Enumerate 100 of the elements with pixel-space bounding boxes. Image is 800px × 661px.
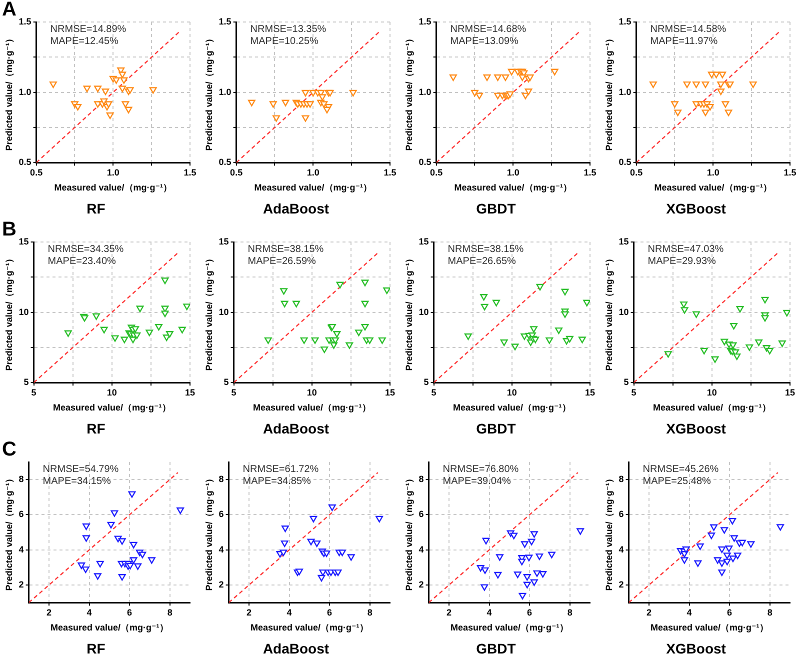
x-tick-label: 0.5 <box>630 167 643 178</box>
y-tick-label: 8 <box>218 474 224 484</box>
y-tick-label: 2 <box>418 580 424 590</box>
y-tick-label: 4 <box>218 544 224 554</box>
x-tick-label: 2 <box>46 607 52 618</box>
x-tick-label: 8 <box>767 607 772 618</box>
x-tick-label: 15 <box>384 387 396 398</box>
y-tick-label: 10 <box>218 306 229 317</box>
x-tick-label: 10 <box>106 387 117 398</box>
y-axis-title: Predicted value/（mg·g⁻¹） <box>404 34 414 151</box>
annotation: NRMSE=54.79% <box>42 464 119 475</box>
x-tick-label: 8 <box>167 607 172 618</box>
x-axis-title: Measured value/（mg·g⁻¹） <box>653 402 771 412</box>
y-tick-label: 0.5 <box>618 157 632 168</box>
x-axis-title: Measured value/（mg·g⁻¹） <box>454 182 572 192</box>
y-tick-label: 5 <box>424 377 429 388</box>
x-tick-label: 2 <box>246 607 252 618</box>
annotation: MAPE=12.45% <box>50 36 119 47</box>
x-tick-label: 1.5 <box>184 167 196 178</box>
y-tick-label: 6 <box>218 509 224 520</box>
text: AdaBoost <box>262 420 330 436</box>
y-tick-label: 1.5 <box>618 16 632 26</box>
x-axis-title: Measured value/（mg·g⁻¹） <box>254 182 372 192</box>
y-tick-label: 2 <box>618 580 624 590</box>
y-axis-title: Predicted value/（mg·g⁻¹） <box>4 254 14 371</box>
y-tick-label: 5 <box>224 377 229 388</box>
y-tick-label: 0.5 <box>218 157 232 168</box>
x-tick-label: 1.5 <box>784 167 796 178</box>
x-tick-label: 0.5 <box>30 167 43 178</box>
x-axis-title: Measured value/（mg·g⁻¹） <box>54 182 172 192</box>
text: AdaBoost <box>262 640 330 656</box>
y-axis-title: Predicted value/（mg·g⁻¹） <box>604 254 614 371</box>
annotation: NRMSE=47.03% <box>648 244 724 255</box>
x-tick-label: 1.0 <box>506 167 520 178</box>
annotation: MAPE=34.85% <box>242 476 312 487</box>
text: GBDT <box>476 640 516 656</box>
x-axis-title: Measured value/（mg·g⁻¹） <box>450 622 568 632</box>
y-tick-label: 8 <box>618 474 624 484</box>
y-tick-label: 6 <box>418 509 424 520</box>
x-tick-label: 1.5 <box>584 167 596 178</box>
y-tick-label: 1.0 <box>418 86 432 97</box>
y-axis-title: Predicted value/（mg·g⁻¹） <box>604 34 614 151</box>
y-tick-label: 2 <box>18 580 24 590</box>
text: AdaBoost <box>262 200 330 216</box>
x-tick-label: 10 <box>306 387 317 398</box>
annotation: NRMSE=38.15% <box>248 244 324 255</box>
y-axis-title: Predicted value/（mg·g⁻¹） <box>4 34 14 151</box>
x-tick-label: 2 <box>646 607 652 618</box>
annotation: MAPE=34.15% <box>42 476 112 487</box>
x-tick-label: 8 <box>367 607 372 618</box>
x-tick-label: 1.0 <box>706 167 720 178</box>
x-tick-label: 6 <box>527 607 532 618</box>
y-tick-label: 2 <box>218 580 224 590</box>
annotation: NRMSE=61.72% <box>242 464 319 475</box>
x-tick-label: 4 <box>286 607 292 618</box>
x-tick-label: 10 <box>506 387 517 398</box>
y-tick-label: 15 <box>218 236 229 246</box>
text: GBDT <box>476 420 516 436</box>
y-axis-title: Predicted value/（mg·g⁻¹） <box>4 474 14 591</box>
x-axis-title: Measured value/（mg·g⁻¹） <box>650 622 768 632</box>
y-tick-label: 6 <box>618 509 624 520</box>
y-tick-label: 1.0 <box>218 86 232 97</box>
x-tick-label: 0.5 <box>430 167 443 178</box>
y-axis-title: Predicted value/（mg·g⁻¹） <box>404 254 414 371</box>
annotation: NRMSE=13.35% <box>250 24 326 35</box>
y-axis-title: Predicted value/（mg·g⁻¹） <box>204 34 214 151</box>
y-tick-label: 1.0 <box>618 86 632 97</box>
y-tick-label: 15 <box>418 236 429 246</box>
annotation: NRMSE=76.80% <box>442 464 519 475</box>
y-axis-title: Predicted value/（mg·g⁻¹） <box>404 474 414 591</box>
annotation: MAPE=13.09% <box>450 36 519 47</box>
annotation: NRMSE=14.58% <box>650 24 726 35</box>
annotation: NRMSE=34.35% <box>48 244 124 255</box>
x-tick-label: 2 <box>446 607 452 618</box>
y-axis-title: Predicted value/（mg·g⁻¹） <box>604 474 614 591</box>
x-tick-label: 1.0 <box>306 167 320 178</box>
y-tick-label: 8 <box>418 474 424 484</box>
y-tick-label: 1.5 <box>18 16 32 26</box>
annotation: NRMSE=14.68% <box>450 24 526 35</box>
annotation: MAPE=26.65% <box>448 256 516 267</box>
x-tick-label: 4 <box>686 607 692 618</box>
y-tick-label: 5 <box>624 377 629 388</box>
y-tick-label: 0.5 <box>18 157 32 168</box>
x-tick-label: 6 <box>327 607 332 618</box>
y-tick-label: 15 <box>618 236 629 246</box>
x-axis-title: Measured value/（mg·g⁻¹） <box>53 402 171 412</box>
x-tick-label: 6 <box>127 607 132 618</box>
annotation: MAPE=25.48% <box>642 476 712 487</box>
text: XGBoost <box>666 200 726 216</box>
chart-subtitle: A <box>2 0 16 21</box>
text: RF <box>86 200 106 216</box>
y-tick-label: 1.0 <box>18 86 32 97</box>
y-tick-label: 8 <box>18 474 24 484</box>
y-tick-label: 5 <box>24 377 29 388</box>
text: GBDT <box>476 200 516 216</box>
x-tick-label: 6 <box>727 607 732 618</box>
annotation: NRMSE=14.89% <box>50 24 126 35</box>
x-tick-label: 4 <box>86 607 92 618</box>
annotation: MAPE=39.04% <box>442 476 512 487</box>
y-tick-label: 15 <box>18 236 29 246</box>
